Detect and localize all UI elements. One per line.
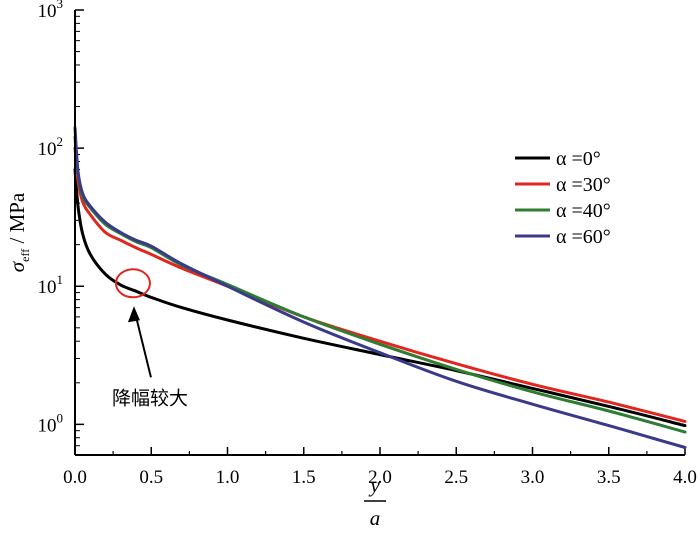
x-tick-label: 3.0	[521, 467, 545, 488]
legend-label-3: α =60°	[556, 226, 611, 248]
axis-labels: ya σeff / MPa	[5, 192, 386, 530]
legend-label-1: α =30°	[556, 174, 611, 196]
legend: α =0° α =30° α =40° α =60°	[515, 148, 611, 248]
y-tick-label: 103	[38, 0, 64, 22]
x-tick-label: 2.5	[444, 467, 468, 488]
annotation-arrow-head	[127, 306, 140, 323]
x-axis-label-numerator: y	[368, 473, 380, 497]
x-tick-label: 1.5	[292, 467, 316, 488]
legend-label-2: α =40°	[556, 200, 611, 222]
axes	[74, 10, 685, 456]
y-axis-label: σeff / MPa	[5, 192, 32, 272]
series-line-3	[73, 126, 687, 449]
y-tick-label: 100	[38, 410, 64, 436]
x-tick-label: 0.5	[139, 467, 163, 488]
annotation: 降幅较大	[112, 268, 188, 409]
legend-label-0: α =0°	[556, 148, 601, 170]
series-line-0	[73, 168, 687, 428]
axis-ticks: 0.0 0.5 1.0 1.5 2.0 2.5 3.0 3.5 4.0 100 101 102 103	[38, 0, 697, 488]
annotation-arrow-shaft	[134, 316, 152, 378]
x-tick-label: 2.0	[368, 467, 392, 488]
x-tick-label: 3.5	[597, 467, 621, 488]
annotation-circle	[114, 268, 151, 299]
series-line-1	[73, 146, 687, 423]
series-lines	[73, 126, 687, 449]
y-tick-label: 102	[38, 134, 64, 160]
y-tick-label: 101	[38, 272, 64, 298]
x-axis-label-denominator: a	[370, 506, 381, 530]
x-tick-label: 4.0	[673, 467, 697, 488]
x-tick-label: 0.0	[63, 467, 87, 488]
annotation-text: 降幅较大	[112, 387, 188, 409]
x-tick-label: 1.0	[216, 467, 240, 488]
